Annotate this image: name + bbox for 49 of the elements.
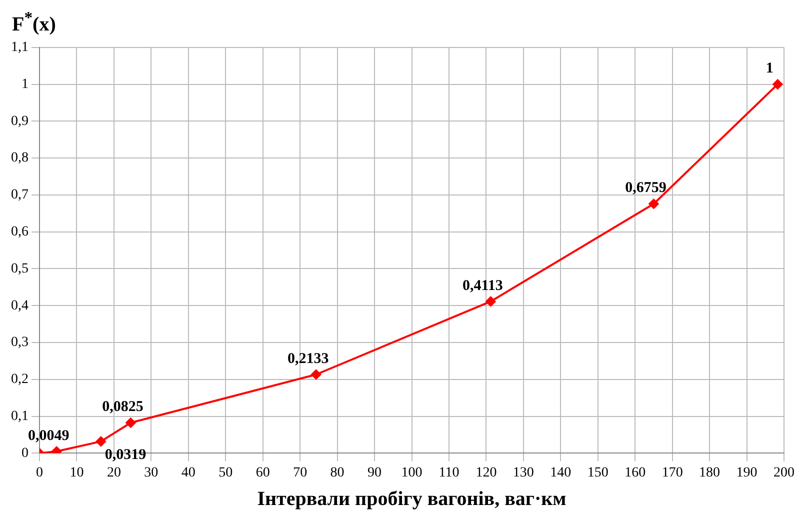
- y-tick-label: 1,1: [11, 40, 28, 56]
- x-tick-label: 10: [70, 465, 84, 480]
- x-tick-label: 60: [256, 465, 270, 480]
- point: [486, 296, 496, 306]
- x-tick-label: 90: [368, 465, 382, 480]
- x-tick-label: 0: [36, 465, 43, 480]
- y-tick-label: 0,1: [11, 408, 28, 424]
- point: [311, 370, 322, 380]
- x-axis-title: Інтервали пробігу вагонів, ваг·км: [257, 488, 566, 510]
- y-tick-label: 0,3: [11, 335, 28, 350]
- y-tick-label: 0,2: [11, 372, 28, 388]
- y-tick-label: 0,9: [11, 114, 28, 129]
- x-tick-label: 130: [512, 465, 534, 480]
- data-label: 1: [766, 60, 774, 77]
- x-tick-label: 110: [438, 465, 460, 480]
- data-label: 0,0049: [28, 428, 70, 444]
- x-tick-label: 120: [476, 465, 497, 480]
- point: [52, 446, 62, 454]
- y-axis-title: F$^{*}$(x): [12, 8, 56, 37]
- x-tick-label: 160: [624, 465, 646, 480]
- x-tick-label: 40: [181, 465, 196, 480]
- x-tick-label: 30: [144, 465, 158, 480]
- data-label: 0,0825: [102, 399, 144, 416]
- data-label: 0,2133: [287, 350, 329, 367]
- data-label: 0,6759: [625, 180, 666, 196]
- y-tick-label: 0,8: [11, 150, 28, 166]
- x-tick-label: 50: [218, 465, 233, 480]
- x-tick-label: 200: [774, 465, 794, 480]
- point: [126, 418, 136, 428]
- x-tick-label: 190: [736, 465, 758, 480]
- data-label: 0,4113: [462, 278, 503, 294]
- point: [772, 79, 783, 90]
- point: [96, 436, 106, 446]
- x-tick-label: 140: [550, 465, 572, 480]
- y-tick-label: 0: [22, 446, 28, 461]
- y-tick-label: 0,6: [11, 224, 28, 240]
- x-tick-label: 80: [330, 465, 344, 480]
- y-tick-label: 0,7: [11, 188, 28, 203]
- x-tick-label: 70: [293, 465, 308, 480]
- y-tick-label: 0,5: [11, 261, 28, 276]
- x-tick-label: 100: [401, 465, 422, 480]
- y-tick-label: 0,4: [11, 298, 28, 314]
- point: [648, 198, 659, 209]
- x-tick-label: 150: [587, 465, 608, 480]
- x-tick-label: 20: [106, 465, 121, 480]
- y-tick-label: 1: [22, 76, 28, 92]
- x-tick-label: 170: [662, 465, 683, 480]
- data-label: 0,0319: [104, 446, 146, 463]
- x-tick-label: 180: [699, 465, 720, 480]
